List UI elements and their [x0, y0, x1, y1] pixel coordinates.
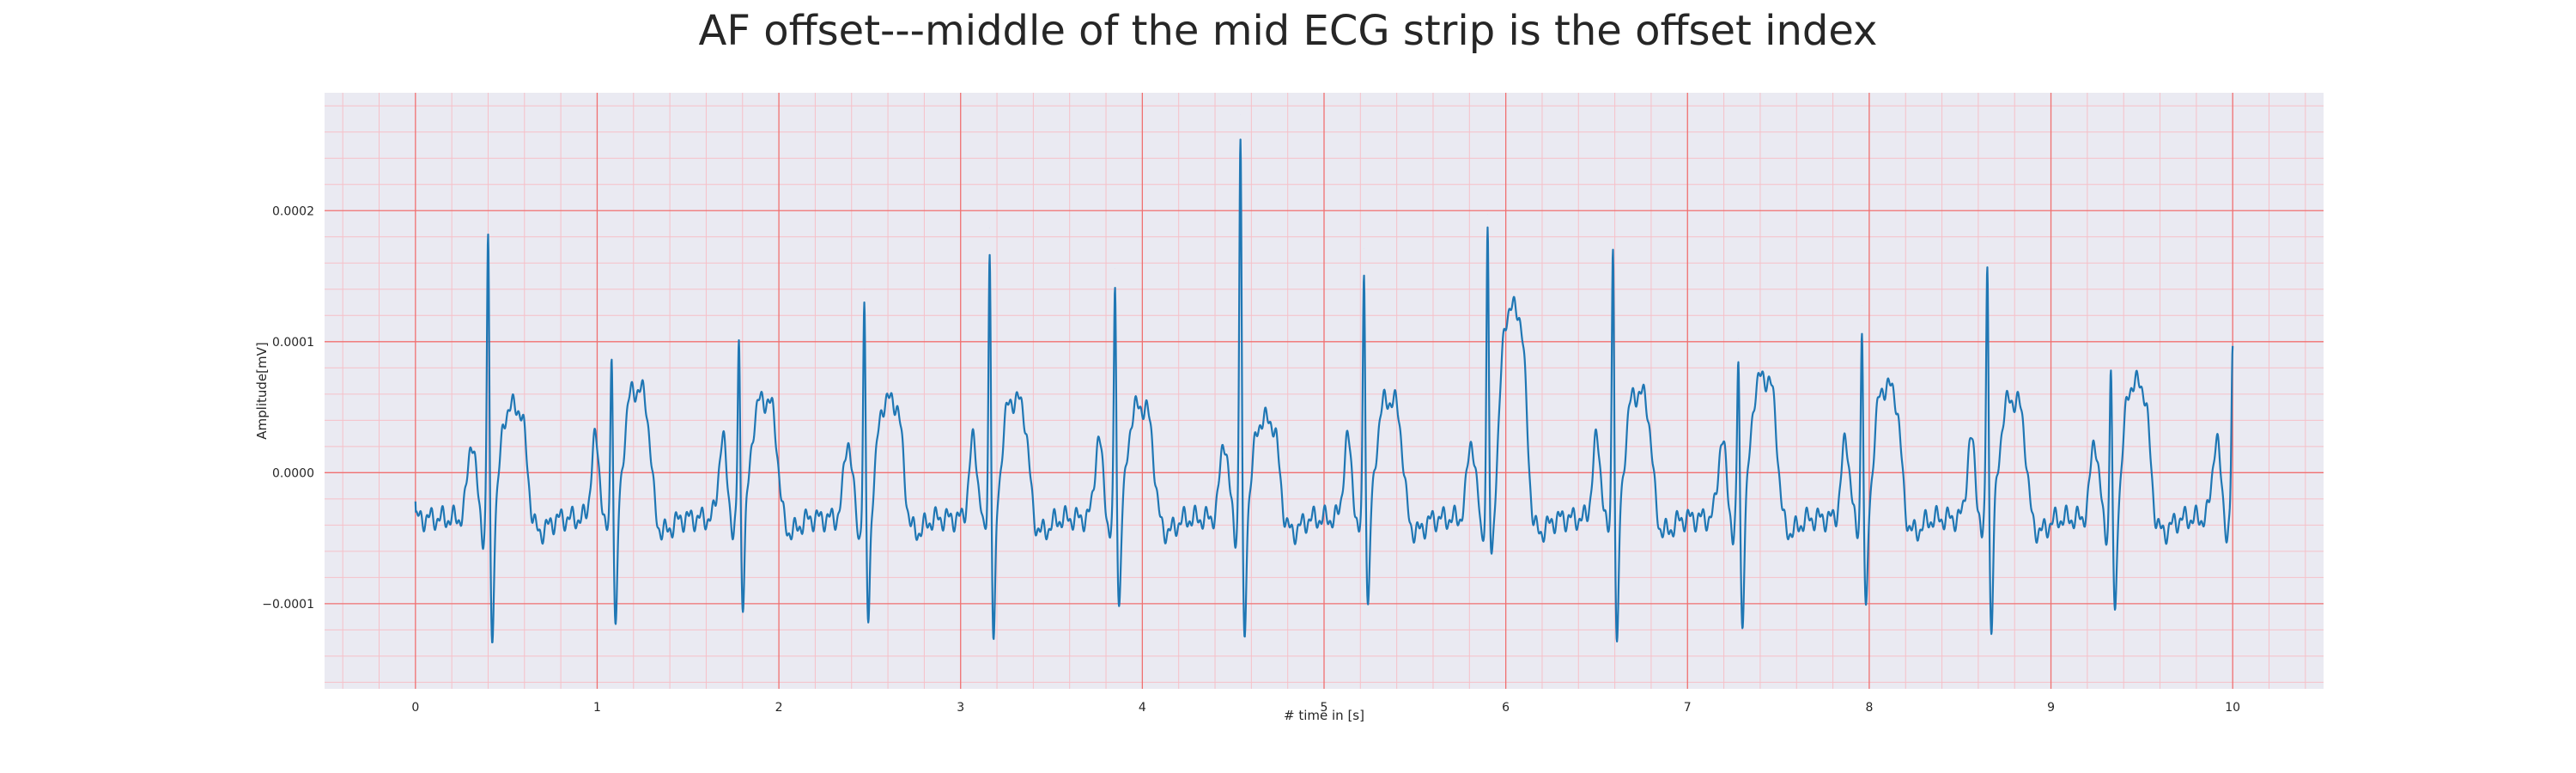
x-axis-label: # time in [s] [1284, 708, 1364, 723]
y-tick-label: 0.0001 [272, 336, 314, 350]
y-tick-label: 0.0000 [272, 466, 314, 480]
x-tick-label: 8 [1865, 701, 1873, 715]
x-tick-label: 6 [1502, 701, 1510, 715]
ecg-series-line [414, 138, 2234, 644]
x-tick-label: 4 [1139, 701, 1146, 715]
y-tick-label: 0.0002 [272, 204, 314, 218]
x-tick-label: 2 [775, 701, 783, 715]
major-grid [325, 93, 2324, 689]
x-tick-labels: 0 1 2 3 4 5 6 7 8 9 10 [411, 701, 2240, 715]
series-layer [414, 114, 2234, 644]
y-tick-labels: −0.0001 0.0000 0.0001 0.0002 [262, 204, 314, 612]
x-tick-label: 5 [1321, 701, 1328, 715]
y-tick-label: −0.0001 [262, 598, 314, 612]
x-tick-label: 10 [2225, 701, 2240, 715]
x-tick-label: 9 [2047, 701, 2055, 715]
x-tick-label: 3 [957, 701, 964, 715]
x-tick-label: 1 [593, 701, 601, 715]
y-axis-label: Amplitude[mV] [254, 342, 270, 439]
x-tick-label: 0 [411, 701, 419, 715]
x-tick-label: 7 [1684, 701, 1692, 715]
chart-title: AF offset---middle of the mid ECG strip … [698, 7, 1878, 55]
